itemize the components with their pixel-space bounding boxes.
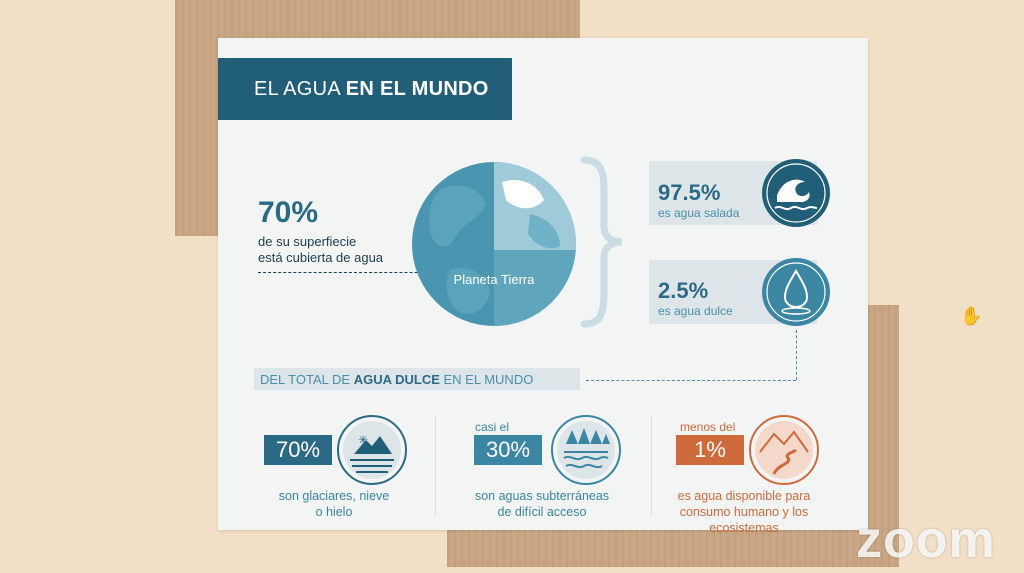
fresh-water-percent: 2.5% [658, 278, 709, 303]
water-drop-icon [762, 258, 830, 326]
earth-globe-icon: Planeta Tierra [412, 162, 576, 326]
title-banner [218, 58, 512, 120]
glacier-icon: ✳ [337, 415, 407, 485]
forest-groundwater-icon [551, 415, 621, 485]
earth-percent: 70% [258, 196, 319, 229]
column-divider-1 [435, 416, 436, 516]
earth-caption-line2: está cubierta de agua [258, 250, 384, 265]
wave-icon [762, 159, 830, 227]
earth-caption-line1: de su superfiecie [258, 234, 357, 249]
stat-groundwater-prefix: casi el [475, 420, 510, 434]
stat-groundwater-percent: 30% [474, 435, 542, 465]
connector-vertical [796, 330, 797, 380]
stat-available-caption-2: consumo humano y los [679, 505, 809, 519]
stat-glaciers-caption-1: son glaciares, nieve [278, 489, 390, 503]
stat-available-prefix: menos del [680, 420, 736, 434]
planet-label: Planeta Tierra [454, 272, 536, 287]
stat-available-percent: 1% [676, 435, 744, 465]
svg-text:✳: ✳ [358, 433, 368, 447]
salt-water-label: es agua salada [658, 206, 740, 220]
fresh-water-label: es agua dulce [658, 304, 733, 318]
river-mountain-icon [749, 415, 819, 485]
stat-available-caption-3: ecosistemas [709, 521, 779, 535]
stat-groundwater-caption-2: de difícil acceso [497, 505, 587, 519]
stat-available-caption-1: es agua disponible para [677, 489, 811, 503]
page-title: EL AGUA EN EL MUNDO [254, 78, 489, 100]
hand-cursor-icon: ✋ [960, 306, 983, 327]
zoom-watermark: zoom [856, 511, 996, 569]
subtitle: DEL TOTAL DE AGUA DULCE EN EL MUNDO [260, 372, 534, 387]
stat-glaciers-percent: 70% [264, 435, 332, 465]
stat-groundwater-caption-1: son aguas subterráneas [474, 489, 610, 503]
brace-icon [580, 156, 623, 328]
connector-horizontal [586, 380, 796, 381]
infographic-card: EL AGUA EN EL MUNDO 70% de su superfieci… [218, 38, 868, 535]
column-divider-2 [651, 416, 652, 516]
subtitle-strip [254, 368, 580, 390]
stat-glaciers-caption-2: o hielo [315, 505, 353, 519]
earth-dashed-line [258, 272, 458, 273]
salt-water-percent: 97.5% [658, 180, 721, 205]
